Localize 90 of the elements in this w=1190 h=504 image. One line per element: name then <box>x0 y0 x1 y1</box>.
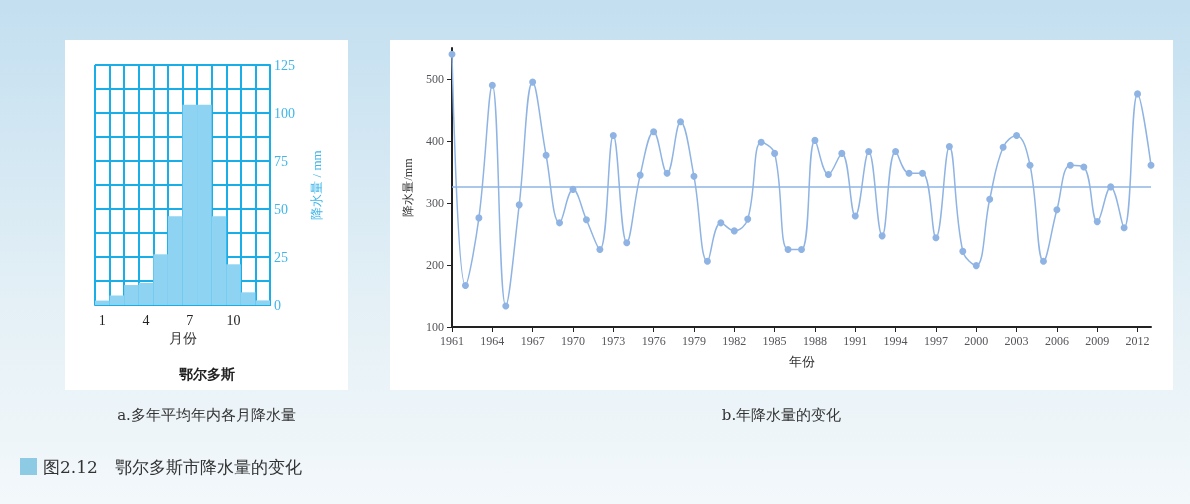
x-tick-label: 1985 <box>762 334 787 348</box>
y-tick-label: 50 <box>274 201 288 217</box>
y-tick-label: 100 <box>274 105 295 121</box>
point <box>582 216 590 224</box>
point <box>609 131 617 139</box>
y-tick-label: 0 <box>274 297 281 313</box>
x-tick-label: 2000 <box>964 334 989 348</box>
x-tick-label: 1997 <box>923 334 948 348</box>
x-tick-label: 1994 <box>883 334 908 348</box>
point <box>798 246 805 253</box>
x-axis-title: 年份 <box>788 354 815 369</box>
point <box>475 214 483 222</box>
point <box>650 128 658 136</box>
point <box>1120 224 1128 232</box>
x-tick-label: 1973 <box>601 334 626 348</box>
point <box>1080 163 1088 171</box>
x-tick-label: 10 <box>226 312 241 328</box>
point <box>811 136 819 144</box>
point <box>878 232 886 240</box>
point <box>999 143 1007 151</box>
point <box>838 149 846 157</box>
point <box>730 227 738 235</box>
y-axis-title: 降水量/mm <box>401 157 415 217</box>
x-tick-label: 1967 <box>520 334 545 348</box>
point <box>865 148 873 156</box>
point <box>636 171 644 179</box>
x-tick-label: 1988 <box>802 334 827 348</box>
y-tick-label: 75 <box>274 153 288 169</box>
point <box>1066 161 1074 169</box>
x-tick-label: 1961 <box>440 334 464 348</box>
point <box>824 170 832 178</box>
y-tick-label: 100 <box>426 320 444 334</box>
x-tick-label: 2003 <box>1004 334 1029 348</box>
point <box>488 81 496 89</box>
point <box>1093 218 1101 226</box>
y-axis-title: 降水量 / mm <box>309 150 324 220</box>
point <box>905 169 913 177</box>
x-tick-label: 1970 <box>560 334 585 348</box>
point <box>556 219 564 227</box>
x-tick-label: 1982 <box>722 334 747 348</box>
point <box>972 262 980 270</box>
x-tick-label: 1979 <box>681 334 706 348</box>
point <box>596 246 604 253</box>
x-tick-label: 2006 <box>1044 334 1069 348</box>
point <box>771 149 779 157</box>
point <box>1013 131 1021 139</box>
point <box>959 247 967 255</box>
point <box>717 219 725 227</box>
point <box>703 257 711 265</box>
x-tick-label: 7 <box>186 312 194 328</box>
y-tick-label: 400 <box>426 134 444 148</box>
point <box>784 246 792 253</box>
x-tick-label: 1976 <box>641 334 666 348</box>
point <box>623 239 631 247</box>
x-tick-label: 1991 <box>843 334 868 348</box>
x-tick-label: 1 <box>98 312 106 328</box>
point <box>515 201 523 209</box>
point <box>892 148 900 156</box>
x-tick-label: 1964 <box>480 334 505 348</box>
y-tick-label: 300 <box>426 196 444 210</box>
x-tick-label: 2009 <box>1085 334 1110 348</box>
y-tick-label: 25 <box>274 249 288 265</box>
text: 鄂尔多斯 <box>178 366 235 382</box>
point <box>1039 257 1047 265</box>
point <box>677 118 685 126</box>
x-tick-label: 2012 <box>1125 334 1150 348</box>
point <box>918 169 926 177</box>
point <box>744 215 752 223</box>
point <box>663 169 671 177</box>
text: a.多年平均年内各月降水量 <box>117 406 296 425</box>
y-tick-label: 200 <box>426 258 444 272</box>
y-tick-label: 125 <box>274 57 295 73</box>
point <box>690 172 698 180</box>
point <box>542 151 550 159</box>
point <box>1134 90 1142 98</box>
point <box>448 50 456 58</box>
x-axis-title: 月份 <box>168 331 197 347</box>
point <box>932 234 940 242</box>
point <box>502 302 510 310</box>
point <box>945 143 953 151</box>
x-tick-label: 4 <box>142 312 150 328</box>
point <box>529 78 537 86</box>
point <box>461 281 469 289</box>
point <box>986 195 994 203</box>
caption: 图2.12 鄂尔多斯市降水量的变化 <box>43 457 302 477</box>
point <box>851 212 859 220</box>
point <box>1053 206 1061 214</box>
y-tick-label: 500 <box>426 72 444 86</box>
point <box>757 138 765 146</box>
text: b.年降水量的变化 <box>721 406 842 425</box>
